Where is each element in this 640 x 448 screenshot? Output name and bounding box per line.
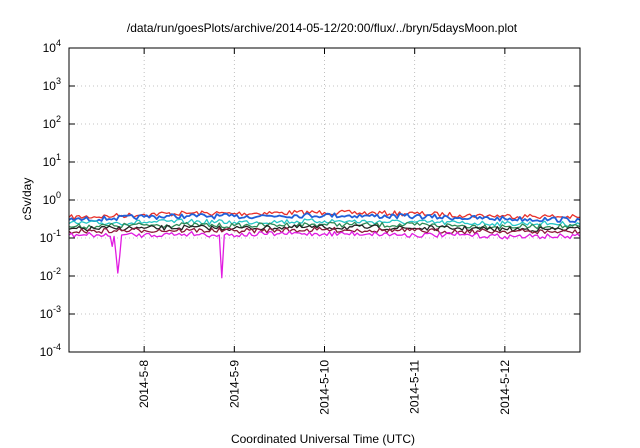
x-tick-label: 2014-5-9: [227, 360, 241, 408]
y-tick-label: 103: [43, 76, 61, 93]
y-axis-label: cSv/day: [20, 178, 34, 221]
y-tick-label: 10-1: [40, 228, 61, 245]
chart-title: /data/run/goesPlots/archive/2014-05-12/2…: [127, 21, 518, 35]
y-tick-label: 104: [43, 38, 61, 55]
x-axis-label: Coordinated Universal Time (UTC): [231, 432, 415, 446]
x-tick-label: 2014-5-11: [408, 360, 422, 414]
y-tick-label: 102: [43, 114, 61, 131]
axes: [68, 47, 581, 353]
grid-lines: [69, 47, 580, 353]
y-tick-label: 10-4: [40, 342, 61, 359]
x-tick-label: 2014-5-8: [137, 360, 151, 408]
series-line-2: [68, 212, 581, 223]
y-tick-labels: 10-4 10-3 10-2 10-1 100 101 102 103 104: [40, 38, 61, 359]
plot-frame: [68, 47, 581, 353]
y-tick-label: 101: [43, 152, 61, 169]
series-line-6: [68, 226, 581, 235]
y-tick-label: 10-3: [40, 304, 61, 321]
series-line-3: [68, 218, 581, 228]
series-lines: [68, 209, 581, 279]
x-tick-label: 2014-5-10: [318, 360, 332, 415]
x-tick-label: 2014-5-12: [498, 360, 512, 415]
series-line-4: [68, 221, 581, 230]
y-tick-label: 100: [43, 190, 61, 207]
x-tick-labels: 2014-5-8 2014-5-9 2014-5-10 2014-5-11 2014-5…: [137, 360, 512, 415]
series-line-7: [68, 230, 581, 279]
series-line-1: [68, 209, 581, 220]
y-tick-label: 10-2: [40, 266, 61, 283]
